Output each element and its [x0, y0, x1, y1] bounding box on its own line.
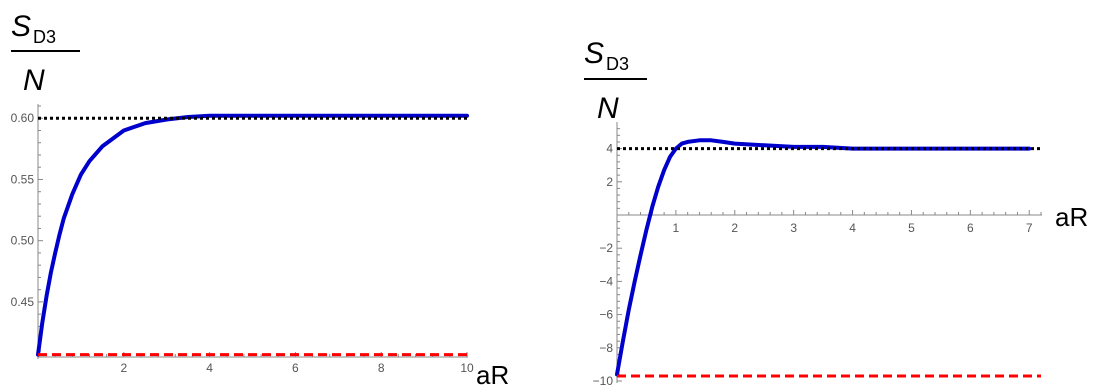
x-tick-label-left: 2: [120, 361, 127, 375]
y-tick-label-right: −4: [599, 274, 613, 288]
blue-curve-right: [615, 138, 1032, 377]
x-tick-label-right: 3: [790, 221, 797, 235]
chart-left: S D3 N aR 2 4 6 8 10 0.45 0.50 0.55 0.60: [11, 10, 510, 389]
axes-left: 2 4 6 8 10 0.45 0.50 0.55 0.60: [11, 104, 474, 375]
x-tick-label-right: 6: [967, 221, 974, 235]
plot-area-right: [615, 138, 1041, 378]
x-axis-label-left: aR: [476, 360, 509, 389]
y-label-den-right: N: [597, 92, 619, 125]
y-tick-label-right: −6: [599, 308, 613, 322]
y-tick-label-left: 0.55: [11, 172, 35, 186]
y-tick-label-left: 0.50: [11, 234, 35, 248]
axes-right: 1 2 3 4 5 6 7 −10 −8 −6 −4 −2 2 4: [593, 122, 1042, 388]
y-tick-label-right: 2: [606, 175, 613, 189]
y-label-main-right: S: [584, 37, 604, 70]
blue-curve-left: [36, 113, 469, 357]
y-tick-label-right: −10: [593, 374, 614, 388]
x-axis-label-right: aR: [1055, 202, 1088, 232]
x-tick-label-right: 5: [908, 221, 915, 235]
x-tick-label-left: 8: [378, 361, 385, 375]
y-tick-label-left: 0.60: [11, 111, 35, 125]
y-label-den-left: N: [23, 64, 45, 97]
y-label-sub-right: D3: [606, 54, 629, 74]
x-tick-label-right: 4: [849, 221, 856, 235]
y-label-main-left: S: [11, 10, 31, 43]
y-axis-label-right: S D3 N: [584, 37, 647, 125]
y-tick-label-right: 4: [606, 142, 613, 156]
x-tick-label-left: 4: [206, 361, 213, 375]
x-tick-label-right: 7: [1026, 221, 1033, 235]
x-tick-label-left: 10: [460, 361, 474, 375]
x-tick-label-right: 2: [731, 221, 738, 235]
plot-area-left: [36, 113, 469, 357]
x-tick-label-left: 6: [292, 361, 299, 375]
y-axis-label-left: S D3 N: [11, 10, 80, 97]
y-tick-label-right: −2: [599, 241, 613, 255]
y-label-sub-left: D3: [33, 27, 56, 47]
chart-right: S D3 N aR 1 2 3 4 5 6 7 −10 −8 −6 −4 −2 2 4: [584, 37, 1088, 388]
y-tick-label-right: −8: [599, 341, 613, 355]
y-tick-label-left: 0.45: [11, 295, 35, 309]
x-tick-label-right: 1: [673, 221, 680, 235]
